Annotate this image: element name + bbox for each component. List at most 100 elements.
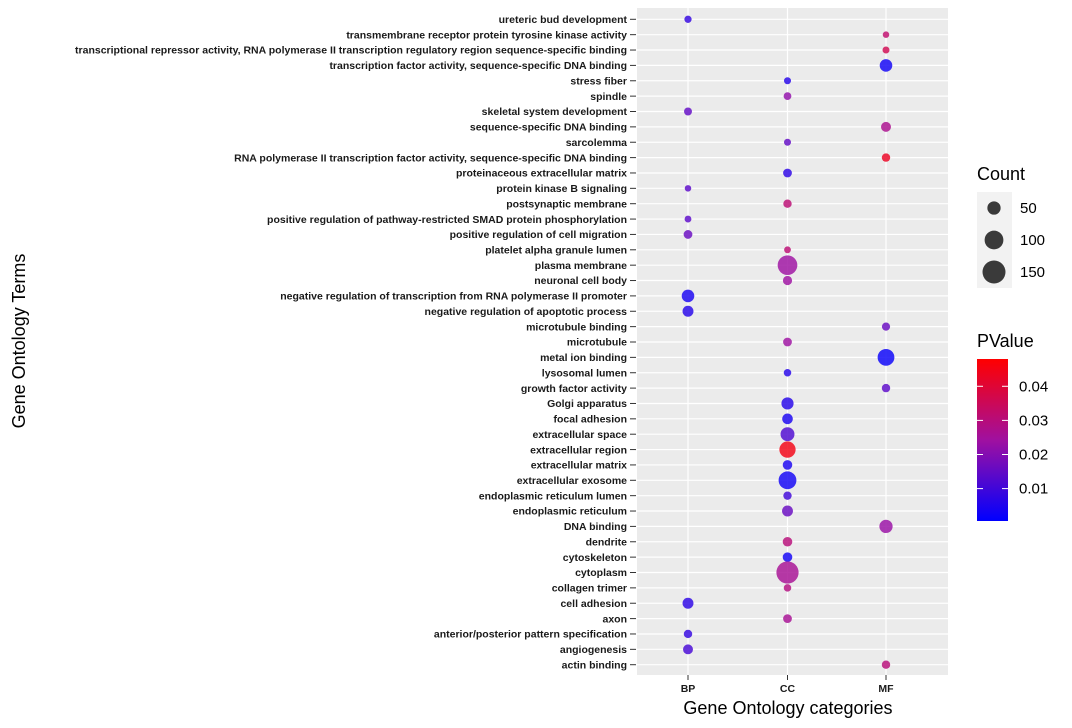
data-point — [879, 519, 893, 534]
data-point — [782, 275, 793, 286]
x-axis-tick-labels: BP CC MF — [681, 675, 894, 695]
count-legend: Count 50 100 150 — [977, 164, 1045, 288]
data-point — [782, 413, 793, 425]
data-point — [881, 121, 891, 132]
data-point — [882, 46, 890, 54]
x-axis-title: Gene Ontology categories — [683, 698, 892, 718]
term-label: transcriptional repressor activity, RNA … — [75, 45, 627, 57]
data-point — [783, 138, 792, 146]
term-label: skeletal system development — [482, 106, 628, 118]
count-legend-key — [982, 260, 1006, 284]
term-label: protein kinase B signaling — [496, 183, 627, 195]
term-label: axon — [602, 613, 627, 625]
data-point — [881, 153, 891, 162]
term-label: transcription factor activity, sequence-… — [329, 60, 627, 72]
count-legend-label: 150 — [1020, 264, 1045, 281]
term-label: extracellular matrix — [531, 460, 627, 472]
term-label: sequence-specific DNA binding — [470, 122, 627, 134]
data-point — [783, 491, 792, 500]
count-legend-key — [987, 201, 1001, 215]
data-point — [783, 337, 792, 347]
term-label: extracellular region — [530, 444, 627, 456]
data-point — [783, 77, 792, 85]
term-label: growth factor activity — [521, 383, 627, 395]
term-label: negative regulation of transcription fro… — [280, 291, 627, 303]
pvalue-legend-title: PValue — [977, 331, 1034, 351]
data-point — [778, 471, 797, 490]
term-label: spindle — [590, 91, 627, 103]
data-point — [877, 348, 895, 366]
y-axis-tick-labels: ureteric bud development transmembrane re… — [75, 14, 636, 671]
data-point — [783, 368, 792, 377]
term-label: lysosomal lumen — [542, 367, 627, 379]
term-label: collagen trimer — [552, 583, 627, 595]
term-label: microtubule — [567, 337, 627, 349]
term-label: actin binding — [562, 659, 627, 671]
term-label: extracellular exosome — [517, 475, 627, 487]
data-point — [881, 660, 891, 669]
term-label: cytoskeleton — [563, 552, 627, 564]
data-point — [782, 552, 793, 562]
pvalue-legend-label: 0.04 — [1019, 378, 1048, 395]
pvalue-legend-label: 0.02 — [1019, 446, 1048, 463]
term-label: proteinaceous extracellular matrix — [456, 168, 627, 180]
term-label: platelet alpha granule lumen — [485, 245, 627, 257]
data-point — [782, 505, 793, 517]
term-label: focal adhesion — [553, 414, 627, 426]
data-point — [782, 536, 793, 547]
data-point — [783, 92, 792, 101]
term-label: ureteric bud development — [499, 14, 628, 26]
data-point — [683, 644, 693, 655]
data-point — [682, 597, 694, 609]
data-points — [681, 15, 895, 669]
count-legend-title: Count — [977, 164, 1025, 184]
term-label: anterior/posterior pattern specification — [434, 629, 627, 641]
data-point — [784, 246, 791, 254]
term-label: angiogenesis — [560, 644, 627, 656]
term-label: dendrite — [586, 536, 628, 548]
data-point — [684, 215, 692, 223]
data-point — [683, 230, 693, 239]
data-point — [783, 168, 792, 178]
data-point — [879, 59, 893, 72]
data-point — [780, 427, 795, 442]
term-label: microtubule binding — [526, 321, 627, 333]
data-point — [781, 397, 794, 410]
term-label: endoplasmic reticulum — [513, 506, 627, 518]
term-label: Golgi apparatus — [547, 398, 627, 410]
data-point — [681, 289, 695, 303]
term-label: endoplasmic reticulum lumen — [479, 490, 627, 502]
data-point — [881, 383, 891, 393]
pvalue-colorbar — [977, 359, 1008, 521]
data-point — [881, 322, 891, 331]
category-label: CC — [780, 683, 796, 695]
term-label: extracellular space — [532, 429, 627, 441]
term-label: cell adhesion — [560, 598, 627, 610]
pvalue-legend: PValue 0.01 0.02 0.03 0.04 — [977, 331, 1048, 521]
term-label: negative regulation of apoptotic process — [425, 306, 628, 318]
pvalue-legend-label: 0.03 — [1019, 412, 1048, 429]
count-legend-label: 50 — [1020, 200, 1037, 217]
pvalue-legend-label: 0.01 — [1019, 481, 1048, 498]
y-axis-title: Gene Ontology Terms — [9, 254, 29, 429]
category-label: BP — [681, 683, 696, 695]
term-label: cytoplasm — [575, 567, 627, 579]
data-point — [684, 185, 692, 192]
term-label: postsynaptic membrane — [506, 198, 627, 210]
term-label: sarcolemma — [566, 137, 627, 149]
term-label: DNA binding — [564, 521, 627, 533]
term-label: metal ion binding — [540, 352, 627, 364]
data-point — [779, 441, 796, 458]
data-point — [777, 255, 798, 276]
term-label: positive regulation of pathway-restricte… — [267, 214, 627, 226]
category-label: MF — [878, 683, 894, 695]
term-label: positive regulation of cell migration — [450, 229, 627, 241]
data-point — [783, 614, 792, 623]
data-point — [783, 584, 792, 592]
term-label: stress fiber — [570, 75, 627, 87]
data-point — [684, 15, 692, 23]
count-legend-label: 100 — [1020, 232, 1045, 249]
count-legend-key — [984, 230, 1004, 250]
data-point — [783, 199, 792, 208]
